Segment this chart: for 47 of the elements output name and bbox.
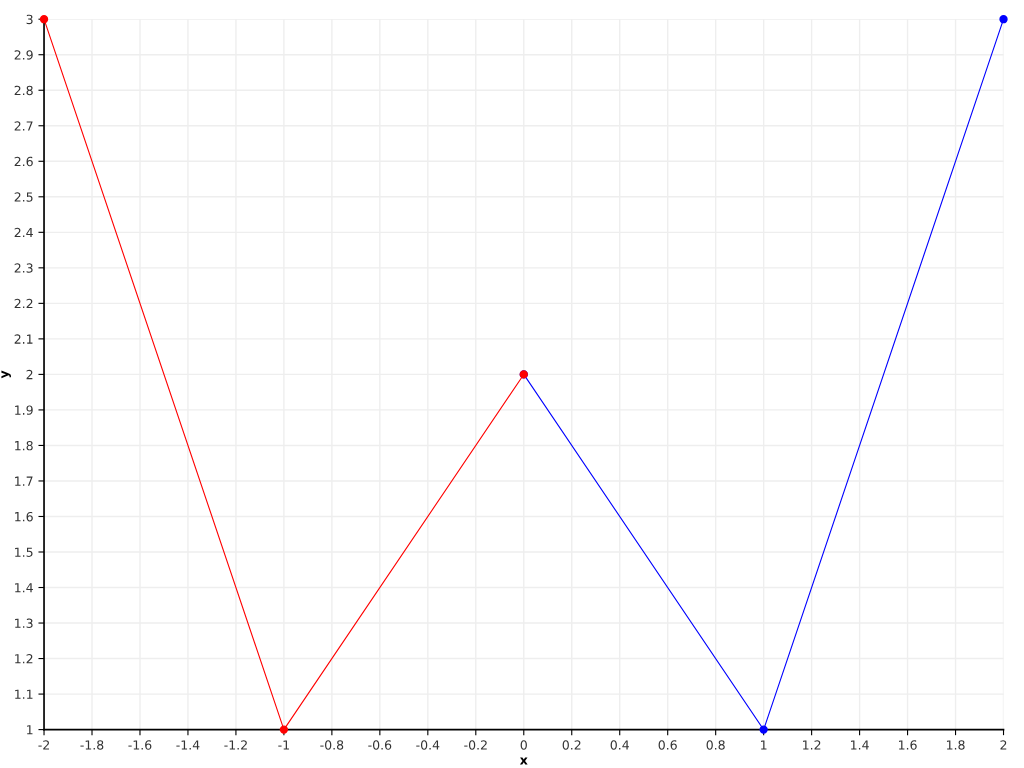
y-axis-title: y	[1, 370, 11, 379]
y-tick-label: 1.7	[15, 476, 33, 486]
y-tick-label: 2.7	[14, 121, 33, 131]
x-tick-label: -1.6	[128, 740, 152, 750]
x-tick-label: 0.6	[658, 740, 677, 750]
y-tick-label: 3	[26, 14, 33, 25]
y-tick-label: 1.8	[15, 440, 33, 451]
x-tick-label: -1.4	[176, 740, 200, 750]
y-tick-label: 2.3	[14, 263, 33, 273]
point	[279, 725, 289, 734]
x-tick-label: -0.2	[464, 740, 487, 750]
y-tick-label: 2.4	[14, 227, 33, 238]
x-tick-label: -1.2	[224, 740, 247, 750]
x-tick-label: 2	[1000, 740, 1007, 750]
y-tick-label: 1	[27, 725, 33, 735]
x-tick-label: -2	[38, 740, 50, 750]
x-tick-label: -1.8	[80, 740, 104, 750]
y-tick-label: 2	[26, 369, 33, 380]
y-tick-label: 2.1	[14, 334, 33, 344]
x-tick-label: 1.2	[803, 740, 821, 750]
y-tick-label: 1.9	[15, 405, 33, 415]
y-tick-label: 2.6	[14, 156, 33, 167]
y-tick-label: 1.2	[15, 654, 33, 664]
x-tick-label: 1.8	[946, 740, 965, 750]
y-tick-label: 2.8	[14, 85, 33, 96]
x-tick-label: -0.8	[320, 740, 344, 750]
y-tick-label: 1.6	[15, 511, 33, 522]
point	[759, 725, 768, 734]
x-tick-label: 0	[520, 740, 527, 750]
point	[999, 15, 1008, 24]
y-tick-label: 1.4	[15, 583, 33, 593]
y-tick-label: 1.5	[15, 547, 33, 557]
x-axis-title: x	[519, 757, 528, 765]
y-tick-label: 1.3	[15, 618, 33, 628]
x-tick-label: -0.6	[368, 740, 392, 750]
y-tick-label: 2.2	[14, 298, 33, 309]
y-tick-label: 2.9	[14, 50, 33, 60]
x-tick-label: 1.6	[899, 740, 917, 750]
y-tick-label: 2.5	[14, 192, 33, 202]
x-tick-label: 0.2	[562, 740, 581, 750]
x-tick-label: 0.8	[706, 740, 725, 750]
x-tick-label: 0.4	[610, 740, 629, 750]
x-tick-label: -0.4	[416, 740, 440, 750]
x-tick-label: 1	[761, 740, 767, 750]
x-tick-label: -1	[278, 740, 289, 750]
y-tick-label: 1.1	[15, 689, 33, 699]
x-tick-label: 1.4	[851, 740, 869, 750]
